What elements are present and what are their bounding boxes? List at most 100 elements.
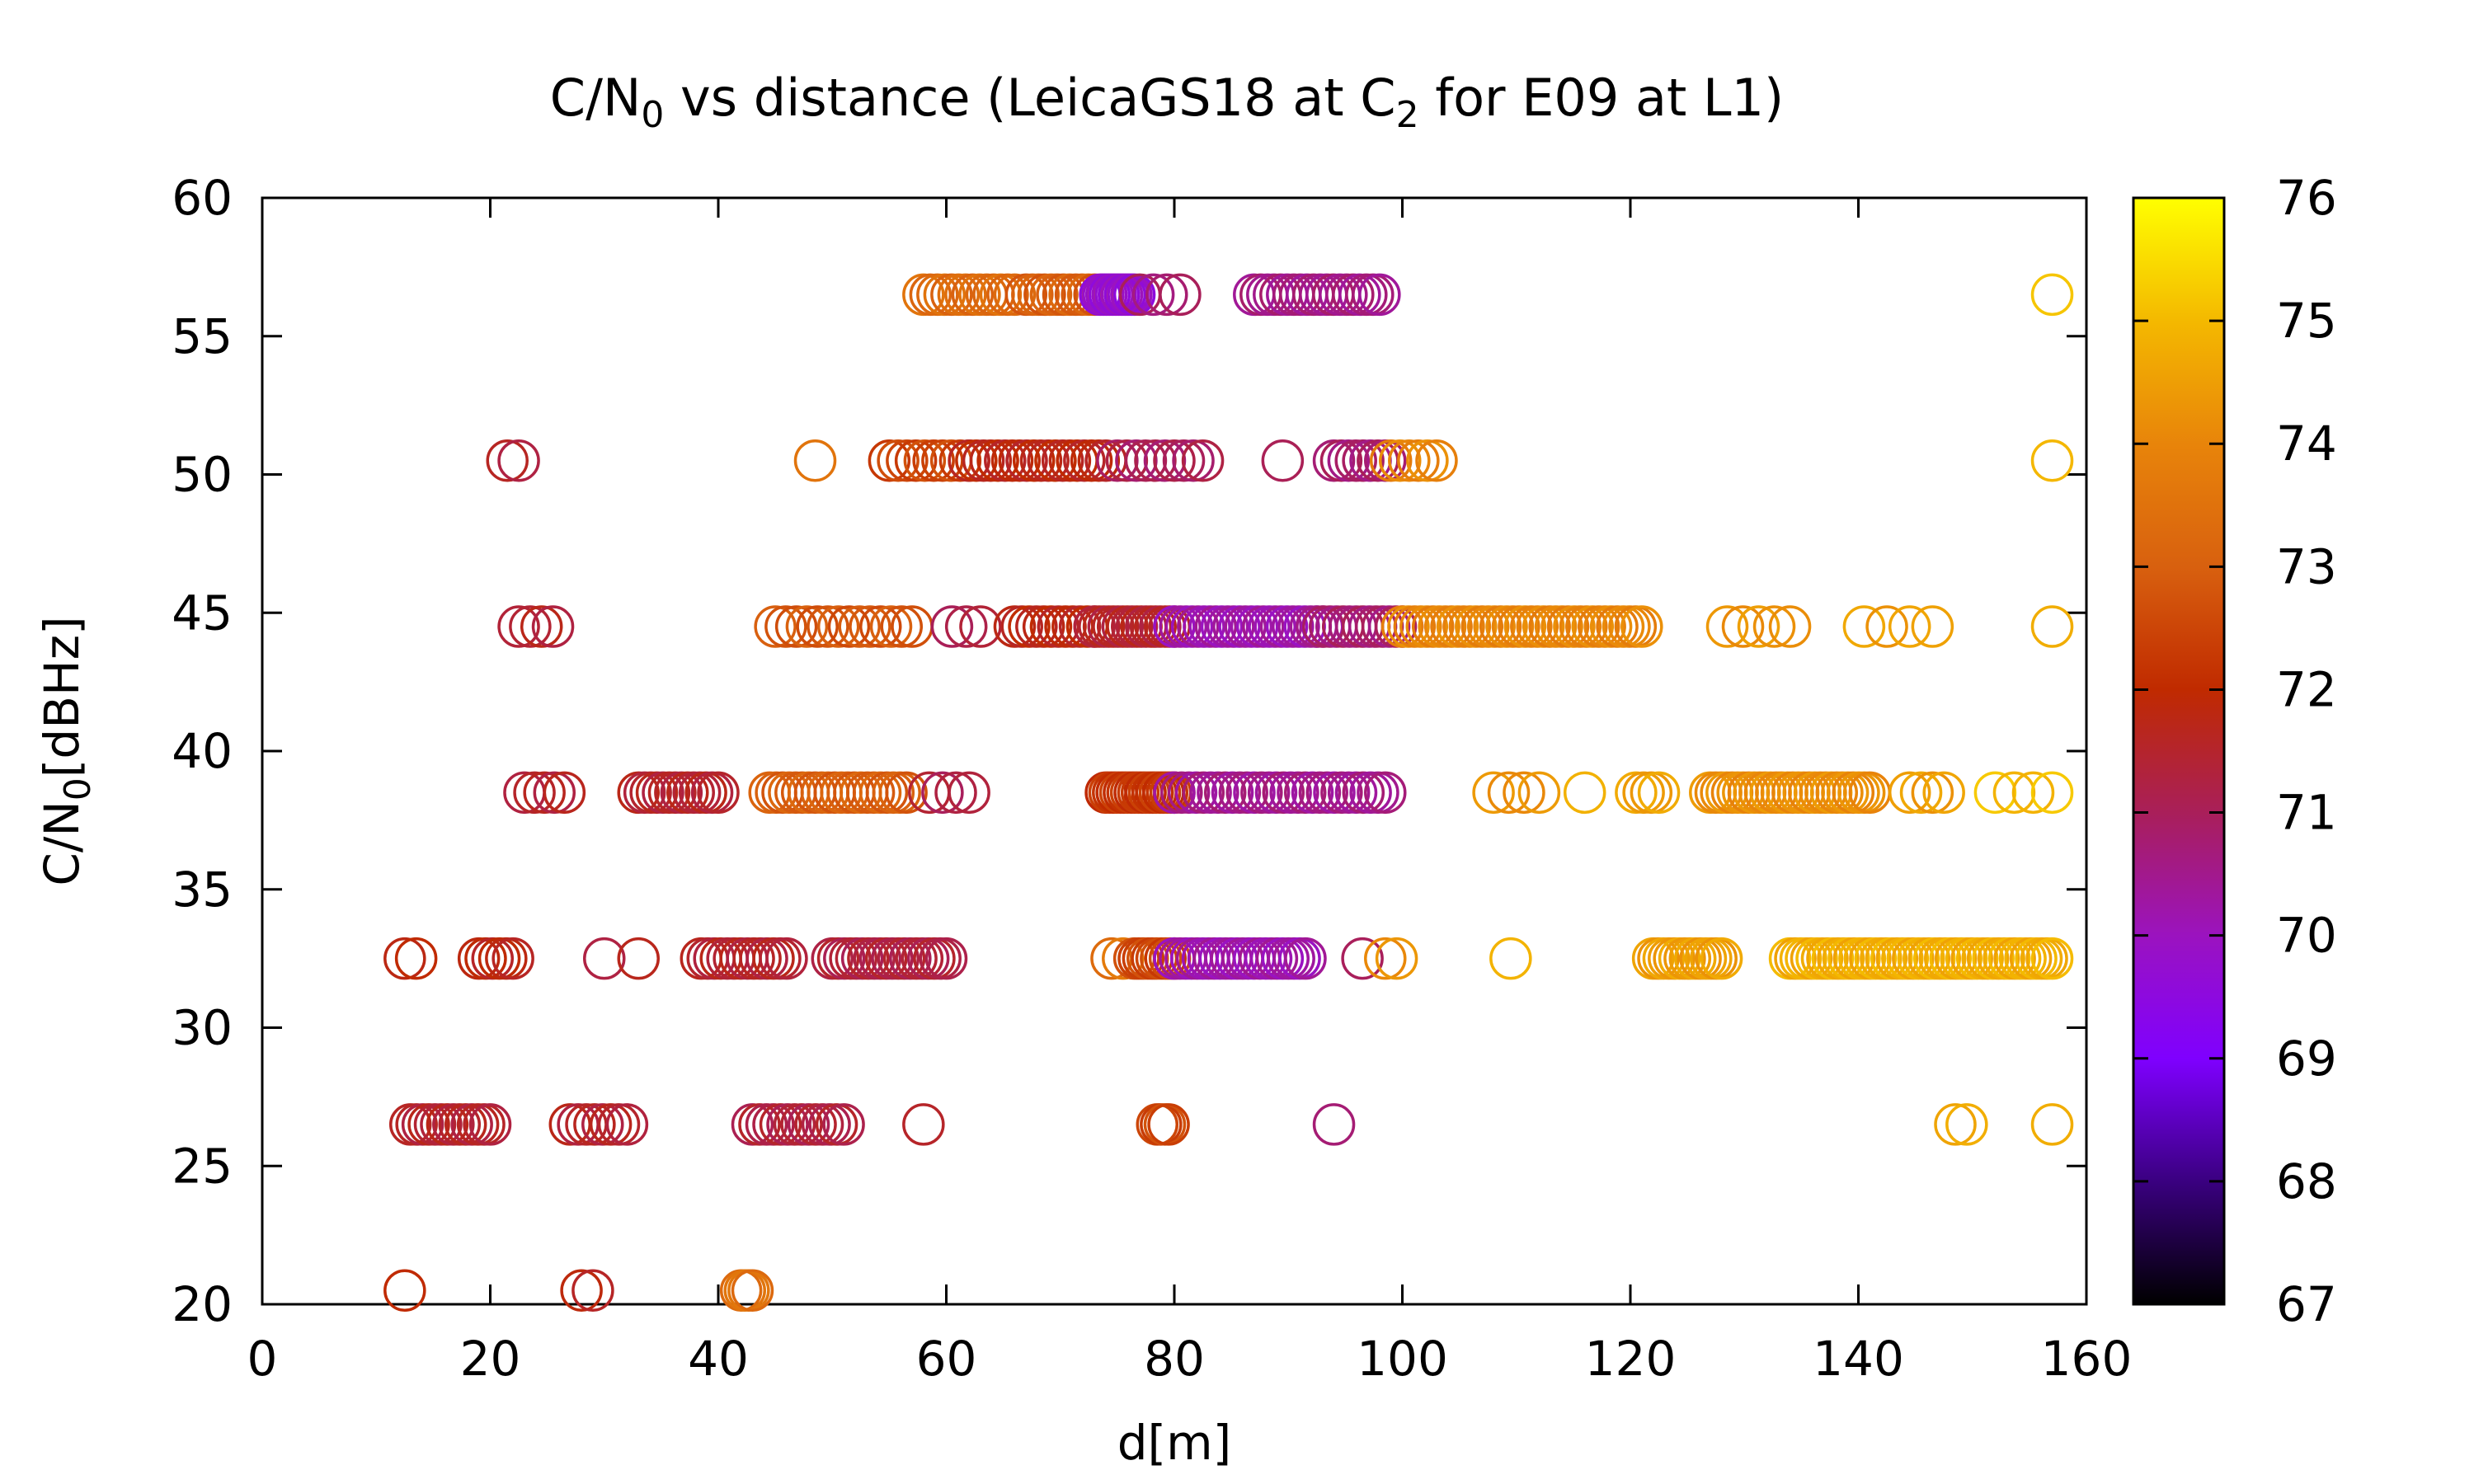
data-point	[1922, 771, 1965, 815]
data-point	[1973, 771, 2017, 815]
data-point	[1911, 771, 1954, 815]
data-point	[497, 439, 540, 482]
data-point	[497, 605, 540, 648]
data-point	[774, 605, 818, 648]
data-point	[1136, 1103, 1179, 1146]
data-point	[1721, 605, 1765, 648]
y-tick-label: 20	[172, 1276, 233, 1332]
y-tick-label: 45	[172, 585, 233, 641]
data-point	[1131, 273, 1175, 317]
data-point	[486, 439, 529, 482]
data-point	[902, 1103, 945, 1146]
data-point	[1369, 439, 1413, 482]
data-point	[1096, 439, 1139, 482]
data-point	[1768, 605, 1812, 648]
data-point	[1397, 439, 1440, 482]
data-point	[1737, 605, 1780, 648]
data-points	[383, 273, 2074, 1312]
data-point	[1140, 1103, 1183, 1146]
x-tick-label: 60	[916, 1331, 977, 1387]
data-point	[816, 605, 860, 648]
data-point	[1705, 605, 1749, 648]
x-tick-label: 140	[1813, 1331, 1904, 1387]
y-tick-label: 30	[172, 1000, 233, 1056]
colorbar	[2132, 196, 2226, 1306]
data-point	[560, 1269, 603, 1312]
data-point	[1489, 937, 1532, 980]
colorbar-tick-label: 73	[2276, 538, 2337, 594]
data-point	[543, 771, 586, 815]
data-point	[731, 1269, 774, 1312]
data-point	[924, 937, 968, 980]
data-point	[581, 1103, 624, 1146]
data-point	[1364, 937, 1407, 980]
data-point	[1102, 937, 1145, 980]
data-point	[2030, 937, 2074, 980]
data-point	[597, 1103, 641, 1146]
data-point	[2030, 273, 2074, 317]
data-point	[2011, 771, 2055, 815]
data-point	[1143, 439, 1187, 482]
data-point	[877, 439, 920, 482]
data-point	[1145, 273, 1188, 317]
data-point	[1284, 937, 1327, 980]
data-point	[2030, 439, 2074, 482]
data-point	[1934, 1103, 1977, 1146]
data-point	[2030, 1103, 2074, 1146]
data-point	[903, 439, 947, 482]
colorbar-tick-label: 67	[2276, 1276, 2337, 1332]
y-tick-label: 35	[172, 862, 233, 918]
data-point	[885, 771, 928, 815]
data-point	[1261, 439, 1305, 482]
data-point	[1388, 439, 1431, 482]
x-tick-label: 100	[1357, 1331, 1448, 1387]
data-point	[509, 605, 552, 648]
data-point	[1842, 605, 1886, 648]
data-point	[1378, 439, 1422, 482]
data-point	[807, 605, 849, 648]
data-point	[1752, 605, 1796, 648]
colorbar-tick-label: 76	[2276, 170, 2337, 226]
data-point	[849, 605, 891, 648]
chart-title: C/N0 vs distance (LeicaGS18 at C2 for E0…	[550, 68, 1784, 136]
colorbar-tick-label: 71	[2276, 785, 2337, 841]
colorbar-tick-label: 70	[2276, 908, 2337, 964]
colorbar-tick-label: 72	[2276, 661, 2337, 717]
data-point	[934, 771, 977, 815]
y-tick-label: 25	[172, 1138, 233, 1194]
data-point	[912, 439, 955, 482]
data-point	[533, 771, 576, 815]
data-point	[921, 771, 964, 815]
data-point	[583, 937, 626, 980]
data-point	[520, 605, 563, 648]
data-point	[764, 605, 807, 648]
x-axis-title: d[m]	[1117, 1415, 1232, 1471]
data-point	[571, 1269, 614, 1312]
data-point	[869, 605, 913, 648]
data-point	[929, 439, 973, 482]
data-point	[383, 1269, 426, 1312]
data-point	[785, 605, 829, 648]
x-tick-label: 120	[1585, 1331, 1677, 1387]
data-point	[944, 605, 988, 648]
data-point	[1153, 439, 1196, 482]
data-point	[468, 1103, 512, 1146]
data-point	[523, 771, 566, 815]
data-point	[1563, 771, 1606, 815]
data-point	[1143, 1103, 1187, 1146]
data-point	[1181, 439, 1225, 482]
data-point	[1620, 605, 1663, 648]
data-point	[1115, 439, 1158, 482]
data-point	[827, 605, 871, 648]
data-point	[1637, 771, 1681, 815]
data-point	[880, 605, 924, 648]
colorbar-tick-label: 69	[2276, 1031, 2337, 1087]
data-point	[1700, 937, 1743, 980]
data-point	[1134, 439, 1177, 482]
y-tick-label: 40	[172, 723, 233, 779]
data-point	[858, 605, 902, 648]
data-point	[1472, 771, 1515, 815]
x-tick-label: 20	[460, 1331, 521, 1387]
x-tick-label: 80	[1144, 1331, 1205, 1387]
